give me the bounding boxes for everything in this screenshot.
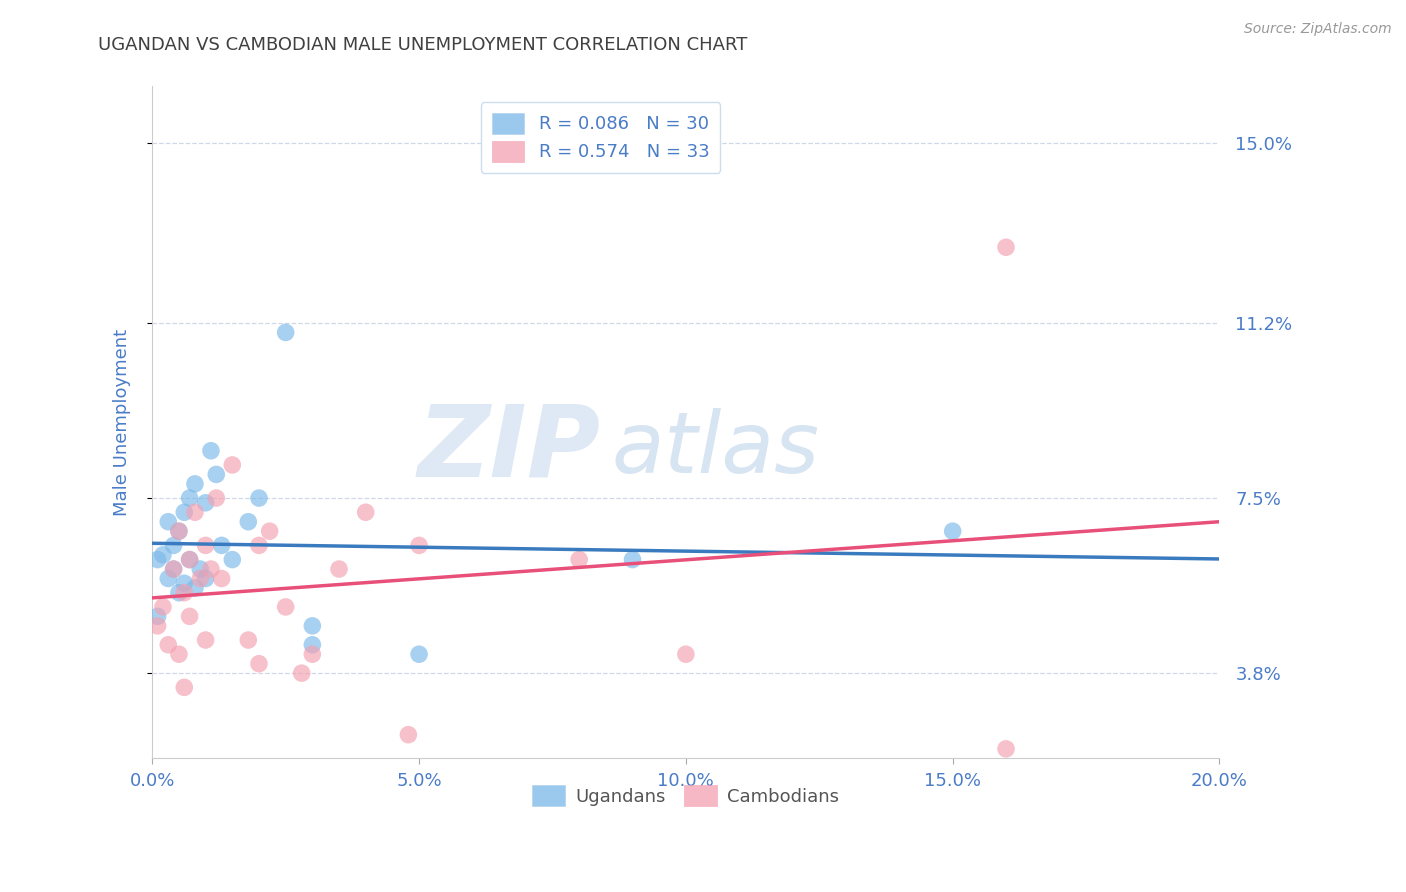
Point [408, 647, 430, 661]
Point [188, 562, 211, 576]
Point [146, 609, 169, 624]
Point [942, 524, 965, 539]
Point [167, 585, 190, 599]
Point [162, 562, 184, 576]
Point [291, 666, 314, 681]
Point [238, 515, 260, 529]
Point [179, 609, 201, 624]
Point [211, 538, 233, 552]
Point [675, 647, 697, 661]
Point [247, 538, 270, 552]
Point [221, 552, 243, 566]
Point [274, 599, 297, 614]
Y-axis label: Male Unemployment: Male Unemployment [114, 329, 131, 516]
Point [205, 467, 228, 482]
Point [173, 585, 195, 599]
Point [146, 552, 169, 566]
Point [238, 633, 260, 648]
Text: UGANDAN VS CAMBODIAN MALE UNEMPLOYMENT CORRELATION CHART: UGANDAN VS CAMBODIAN MALE UNEMPLOYMENT C… [98, 36, 748, 54]
Point [157, 515, 180, 529]
Point [167, 524, 190, 539]
Point [157, 638, 180, 652]
Point [354, 505, 377, 519]
Point [184, 581, 207, 595]
Point [146, 619, 169, 633]
Point [247, 491, 270, 505]
Point [301, 647, 323, 661]
Point [167, 647, 190, 661]
Point [221, 458, 243, 472]
Point [173, 505, 195, 519]
Point [194, 633, 217, 648]
Text: ZIP: ZIP [418, 401, 600, 498]
Point [173, 576, 195, 591]
Point [194, 572, 217, 586]
Point [152, 599, 174, 614]
Point [184, 476, 207, 491]
Point [162, 538, 184, 552]
Point [179, 552, 201, 566]
Point [200, 562, 222, 576]
Point [167, 524, 190, 539]
Point [995, 742, 1018, 756]
Point [173, 681, 195, 695]
Point [301, 638, 323, 652]
Text: atlas: atlas [612, 408, 820, 491]
Point [247, 657, 270, 671]
Legend: Ugandans, Cambodians: Ugandans, Cambodians [524, 778, 846, 814]
Point [396, 728, 419, 742]
Point [184, 505, 207, 519]
Point [205, 491, 228, 505]
Point [194, 538, 217, 552]
Point [621, 552, 644, 566]
Point [179, 552, 201, 566]
Point [152, 548, 174, 562]
Point [408, 538, 430, 552]
Point [188, 572, 211, 586]
Point [194, 496, 217, 510]
Text: Source: ZipAtlas.com: Source: ZipAtlas.com [1244, 22, 1392, 37]
Point [200, 443, 222, 458]
Point [301, 619, 323, 633]
Point [157, 572, 180, 586]
Point [568, 552, 591, 566]
Point [995, 240, 1018, 254]
Point [274, 326, 297, 340]
Point [179, 491, 201, 505]
Point [211, 572, 233, 586]
Point [162, 562, 184, 576]
Point [328, 562, 350, 576]
Point [259, 524, 281, 539]
